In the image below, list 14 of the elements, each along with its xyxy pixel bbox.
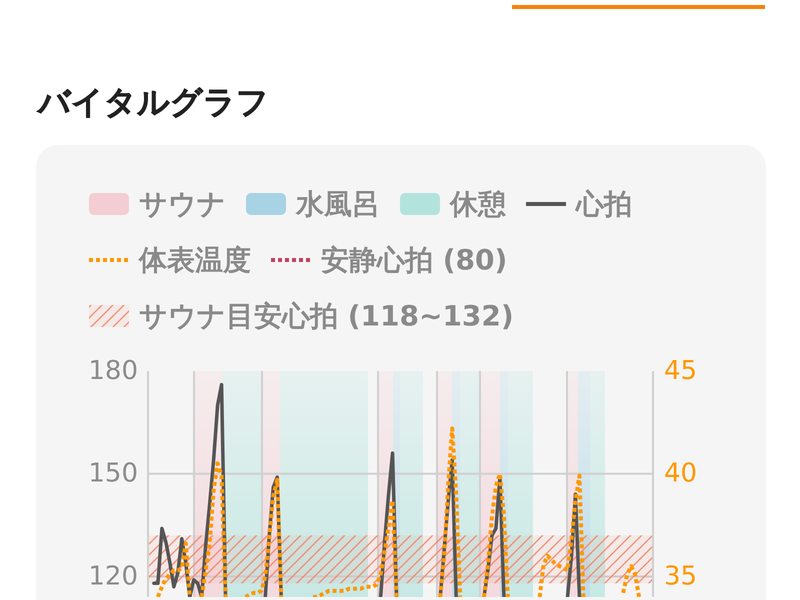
legend-label: 心拍 xyxy=(576,188,632,220)
legend-label: 水風呂 xyxy=(296,188,380,220)
legend-label: 休憩 xyxy=(450,188,506,220)
tick-label: 180 xyxy=(88,356,138,386)
legend-label: 安静心拍 (80) xyxy=(321,244,508,276)
tick-label: 150 xyxy=(88,458,138,489)
tick-label: 40 xyxy=(664,458,698,489)
legend-label: サウナ xyxy=(139,188,226,220)
title: バイタルグラフ xyxy=(38,82,269,123)
tick-label: 35 xyxy=(664,561,698,592)
legend-label: 体表温度 xyxy=(139,244,251,276)
legend-label: サウナ目安心拍 (118~132) xyxy=(139,300,514,332)
tick-label: 45 xyxy=(664,356,698,386)
tick-label: 120 xyxy=(88,561,138,592)
